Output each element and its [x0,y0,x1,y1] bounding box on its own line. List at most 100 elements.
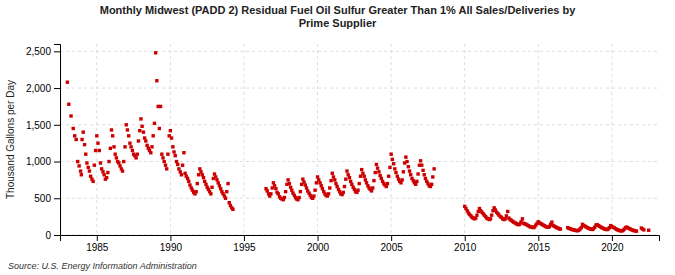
point [377,170,380,173]
point [67,103,70,106]
point [106,171,109,174]
point [214,175,217,178]
tick-label: 1,500 [26,120,51,131]
point [297,196,300,199]
point [187,180,190,183]
point [181,164,184,167]
y-axis: 0 500 1,000 1,500 2,000 2,500 [26,45,61,241]
point [80,173,83,176]
point [226,182,229,185]
tick-mark [54,51,60,52]
point [304,183,307,186]
point [217,181,220,184]
point [69,114,72,117]
point [83,143,86,146]
point [414,183,417,186]
point [283,196,286,199]
point [343,185,346,188]
grid-line [60,161,659,162]
point [186,177,189,180]
point [375,163,378,166]
tick: 2005 [381,235,404,253]
point [228,201,231,204]
point [101,170,104,173]
x-axis: 19851990199520002005201020152020 [61,235,660,253]
tick-label: 500 [34,193,51,204]
point [378,174,381,177]
point [79,169,82,172]
tick: 1,000 [26,156,60,167]
tick-mark [54,198,60,199]
point [151,134,154,137]
point [364,178,367,181]
tick-label: 2005 [381,242,404,253]
tick: 2020 [601,235,624,253]
tick-mark [54,88,60,89]
tick-mark [97,235,98,241]
point [161,156,164,159]
point [350,183,353,186]
point [87,166,90,169]
point [102,173,105,176]
grid-line [243,44,244,235]
grid [60,44,659,235]
point [149,151,152,154]
tick-label: 2000 [307,242,330,253]
point [416,172,419,175]
grid-line [60,51,659,52]
point [105,176,108,179]
point [115,156,118,159]
title: Monthly Midwest (PADD 2) Residual Fuel O… [100,4,576,29]
y-axis-title: Thousand Gallons per Day [5,80,16,199]
point [333,178,336,181]
point [348,176,351,179]
point [392,162,395,165]
point [490,213,493,216]
point [107,160,110,163]
point [194,190,197,193]
point [344,177,347,180]
point [489,217,492,220]
tick: 2000 [307,235,330,253]
point [121,169,124,172]
point [273,184,276,187]
point [289,186,292,189]
tick-mark [391,235,392,241]
point [475,213,478,216]
tick-label: 2,500 [26,46,51,57]
point [421,169,424,172]
point [404,155,407,158]
tick-label: 2,000 [26,83,51,94]
point [419,159,422,162]
tick-mark [54,162,60,163]
point [335,185,338,188]
point [159,105,162,108]
point [389,152,392,155]
point [635,229,638,232]
point [155,79,158,82]
point [332,175,335,178]
point [504,217,507,220]
point [139,117,142,120]
point [188,183,191,186]
point [288,182,291,185]
point [334,182,337,185]
point [316,175,319,178]
point [66,81,69,84]
point [153,122,156,125]
point [144,139,147,142]
point [321,187,324,190]
tick: 2015 [528,235,551,253]
point [154,51,157,54]
axis-line [61,236,660,242]
point [204,183,207,186]
tick: 0 [45,230,60,241]
point [431,175,434,178]
point [408,169,411,172]
point [111,134,114,137]
point [391,158,394,161]
tick-label: 2020 [601,242,624,253]
grid-line [60,124,659,125]
point [201,173,204,176]
point [110,128,113,131]
